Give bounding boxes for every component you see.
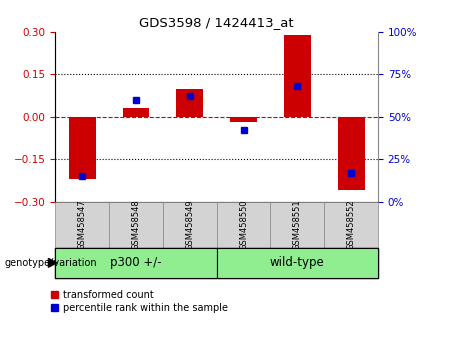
Bar	[337, 117, 365, 190]
Polygon shape	[48, 258, 57, 267]
Bar	[163, 202, 217, 248]
Bar	[176, 88, 203, 117]
Text: genotype/variation: genotype/variation	[5, 258, 97, 268]
Title: GDS3598 / 1424413_at: GDS3598 / 1424413_at	[139, 16, 294, 29]
Bar	[324, 202, 378, 248]
Bar	[284, 35, 311, 117]
Bar	[109, 202, 163, 248]
Bar	[69, 117, 95, 179]
Bar	[123, 108, 149, 117]
Text: GSM458548: GSM458548	[131, 199, 141, 250]
Text: GSM458551: GSM458551	[293, 199, 302, 250]
Bar	[55, 248, 217, 278]
Text: GSM458547: GSM458547	[78, 199, 87, 250]
Text: GSM458549: GSM458549	[185, 199, 194, 250]
Bar	[55, 202, 109, 248]
Bar	[230, 117, 257, 122]
Text: wild-type: wild-type	[270, 256, 325, 269]
Text: GSM458552: GSM458552	[347, 199, 355, 250]
Text: p300 +/-: p300 +/-	[110, 256, 162, 269]
Bar	[271, 202, 324, 248]
Text: GSM458550: GSM458550	[239, 199, 248, 250]
Bar	[217, 248, 378, 278]
Bar	[217, 202, 271, 248]
Legend: transformed count, percentile rank within the sample: transformed count, percentile rank withi…	[51, 290, 228, 313]
